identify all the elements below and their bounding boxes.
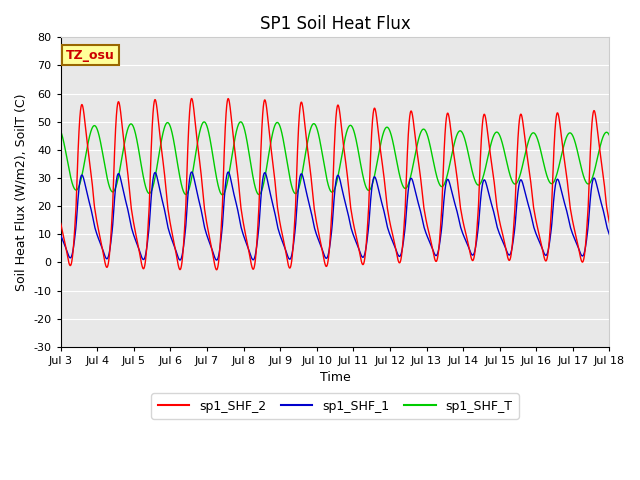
Y-axis label: Soil Heat Flux (W/m2), SoilT (C): Soil Heat Flux (W/m2), SoilT (C) [15, 93, 28, 291]
Legend: sp1_SHF_2, sp1_SHF_1, sp1_SHF_T: sp1_SHF_2, sp1_SHF_1, sp1_SHF_T [151, 393, 519, 419]
Title: SP1 Soil Heat Flux: SP1 Soil Heat Flux [260, 15, 410, 33]
Text: TZ_osu: TZ_osu [66, 48, 115, 61]
X-axis label: Time: Time [320, 372, 351, 384]
